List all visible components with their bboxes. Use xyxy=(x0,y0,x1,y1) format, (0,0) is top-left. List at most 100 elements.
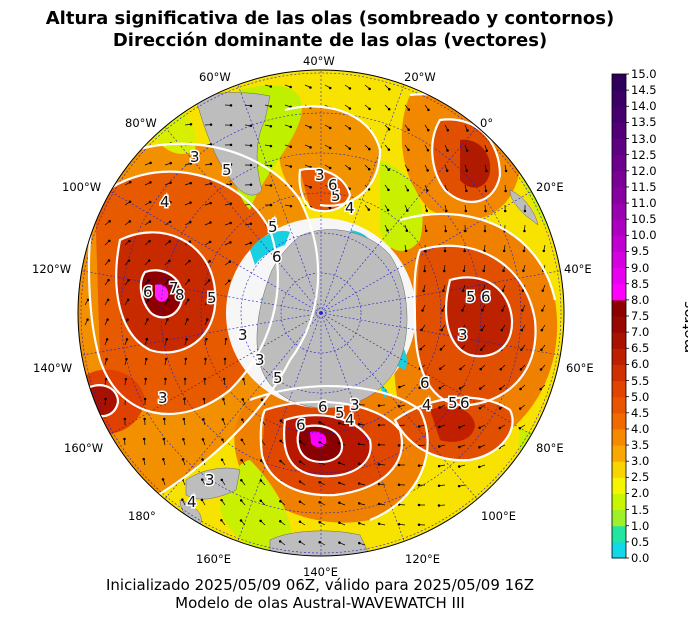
wave-vector-head xyxy=(143,417,146,421)
wave-vector-head xyxy=(201,458,204,461)
wave-vector-head xyxy=(209,221,212,224)
wave-vector-head xyxy=(465,189,468,193)
wave-vector-head xyxy=(147,259,151,262)
wave-vector-head xyxy=(358,522,361,525)
wave-vector-head xyxy=(240,478,243,482)
colorbar-tick-label: 13.5 xyxy=(631,115,657,130)
wave-vector-head xyxy=(417,464,421,467)
meridian-line xyxy=(320,270,561,314)
wave-vector-head xyxy=(209,201,212,205)
wave-vector-head xyxy=(405,229,409,232)
meridian-line xyxy=(81,312,322,356)
wave-vector-head xyxy=(124,377,128,381)
wave-vector-head xyxy=(540,328,544,332)
wave-vector-head xyxy=(444,229,447,233)
wave-vector-head xyxy=(249,124,253,127)
colorbar-tick-label: 11.0 xyxy=(631,196,657,211)
wave-vector-head xyxy=(446,149,449,152)
contour-label: 5 xyxy=(268,218,278,236)
meridian-line xyxy=(320,191,532,314)
colorbar-segment xyxy=(612,493,626,511)
wave-vector-head xyxy=(426,189,429,192)
colorbar-segment xyxy=(612,267,626,285)
wave-vector-head xyxy=(387,168,390,171)
wave-vector-head xyxy=(441,309,444,312)
wave-vector-head xyxy=(425,209,429,212)
wave-vector-head xyxy=(439,367,442,370)
wave-vector-head xyxy=(501,309,504,312)
contour-label: 3 xyxy=(504,482,514,500)
wave-vector-head xyxy=(298,480,302,483)
contour-label: 3 xyxy=(255,351,265,369)
wave-vector-head xyxy=(168,220,172,224)
wave-vector-head xyxy=(249,144,253,147)
wave-vector-head xyxy=(182,417,186,421)
wave-vector-head xyxy=(249,183,253,187)
wave-vector-head xyxy=(185,337,188,341)
wave-vector-head xyxy=(209,162,213,166)
wave-vector-head xyxy=(368,107,371,111)
wave-vector-head xyxy=(229,182,233,186)
wave-vector-head xyxy=(521,309,524,312)
contour-label: 3 xyxy=(205,471,215,489)
wave-vector-head xyxy=(404,249,408,253)
wave-vector-head xyxy=(367,208,371,211)
longitude-label: 20°W xyxy=(404,70,436,84)
wave-vector-head xyxy=(220,458,224,462)
wave-vector-head xyxy=(206,298,210,302)
wave-vector-head xyxy=(162,457,165,461)
wave-vector-head xyxy=(164,377,167,381)
wave-vector-head xyxy=(462,269,466,273)
wave-vector-head xyxy=(397,523,401,526)
colorbar-segment xyxy=(612,332,626,349)
wave-vector-head xyxy=(278,540,282,543)
colorbar-tick-label: 13.0 xyxy=(631,131,657,146)
wave-vector-head xyxy=(162,437,166,441)
wave-vector-head xyxy=(204,357,207,361)
wave-vector-head xyxy=(249,104,253,108)
colorbar-tick-label: 15.0 xyxy=(631,67,657,81)
wave-vector-head xyxy=(129,180,132,184)
footer-line-1: Inicializado 2025/05/09 06Z, válido para… xyxy=(106,576,534,594)
meridian-line xyxy=(164,126,322,314)
meridian-line xyxy=(81,270,322,314)
wave-vector-head xyxy=(144,377,147,381)
wave-vector-head xyxy=(289,165,293,168)
contour-label: 6 xyxy=(460,394,470,412)
wave-vector-head xyxy=(397,463,401,467)
wave-vector-head xyxy=(201,438,205,441)
wave-vector-head xyxy=(186,298,190,302)
wave-vector-head xyxy=(128,200,132,204)
wave-vector-head xyxy=(229,143,233,147)
wave-vector-head xyxy=(221,418,225,421)
wave-vector-head xyxy=(328,86,332,90)
wave-vector-head xyxy=(223,357,227,361)
wave-vector-head xyxy=(406,168,410,172)
wave-vector-head xyxy=(148,220,152,223)
wave-vector-head xyxy=(438,425,441,429)
wave-vector-head xyxy=(221,438,224,441)
wave-vector-head xyxy=(502,249,506,253)
wave-vector-head xyxy=(189,220,192,224)
colorbar-segment xyxy=(612,316,626,333)
wave-vector-head xyxy=(338,441,341,445)
wave-vector-head xyxy=(249,163,253,167)
wave-vector-head xyxy=(164,357,168,361)
wave-vector-head xyxy=(146,298,150,302)
wave-vector-head xyxy=(126,298,130,302)
wave-vector-head xyxy=(387,128,391,131)
wave-vector-head xyxy=(318,421,321,424)
longitude-label: 60°E xyxy=(566,361,594,375)
wave-vector-head xyxy=(377,463,381,466)
wave-vector-head xyxy=(318,520,321,524)
colorbar-unit-label: metros xyxy=(679,300,688,354)
wave-vector-head xyxy=(541,289,545,292)
wave-vector-head xyxy=(142,437,146,441)
contour-label: 6 xyxy=(296,416,306,434)
wave-vector-head xyxy=(145,357,148,361)
wave-vector-head xyxy=(125,357,128,361)
colorbar-tick-label: 9.0 xyxy=(631,260,650,275)
wave-vector-head xyxy=(348,87,352,90)
figure-title: Altura significativa de las olas (sombre… xyxy=(45,8,615,29)
